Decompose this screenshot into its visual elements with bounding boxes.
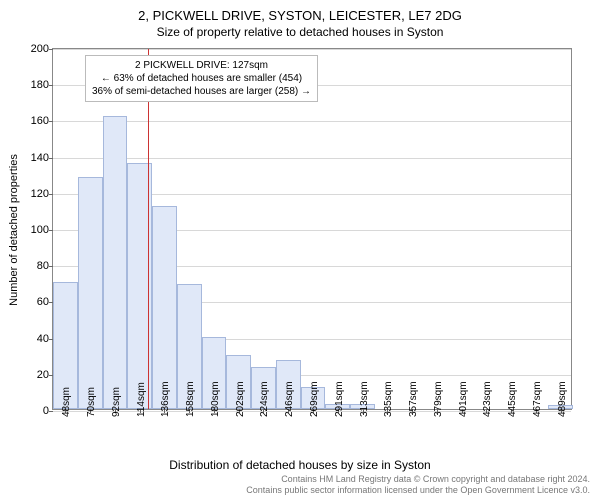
annotation-line3: 36% of semi-detached houses are larger (… (92, 85, 311, 98)
xtick-label: 445sqm (507, 381, 518, 417)
attribution-line2: Contains public sector information licen… (246, 485, 590, 496)
histogram-bar (78, 177, 103, 409)
xtick-label: 423sqm (482, 381, 493, 417)
plot-area: 02040608010012014016018020048sqm70sqm92s… (52, 48, 572, 410)
ytick-label: 40 (21, 333, 49, 345)
xtick-label: 202sqm (235, 381, 246, 417)
gridline (53, 121, 571, 122)
ytick-mark (49, 230, 53, 231)
ytick-mark (49, 158, 53, 159)
xtick-label: 489sqm (557, 381, 568, 417)
xtick-label: 114sqm (136, 382, 147, 417)
ytick-label: 20 (21, 369, 49, 381)
annotation-line1: 2 PICKWELL DRIVE: 127sqm (92, 59, 311, 72)
chart-title-main: 2, PICKWELL DRIVE, SYSTON, LEICESTER, LE… (0, 0, 600, 23)
marker-annotation-box: 2 PICKWELL DRIVE: 127sqm ← 63% of detach… (85, 55, 318, 102)
xtick-label: 467sqm (532, 381, 543, 417)
xtick-label: 379sqm (433, 381, 444, 417)
xtick-label: 136sqm (160, 381, 171, 417)
attribution-line1: Contains HM Land Registry data © Crown c… (246, 474, 590, 485)
ytick-label: 100 (21, 224, 49, 236)
xtick-label: 180sqm (210, 381, 221, 417)
xtick-label: 357sqm (408, 381, 419, 417)
ytick-mark (49, 411, 53, 412)
xtick-label: 48sqm (61, 387, 72, 417)
y-axis-label: Number of detached properties (8, 154, 20, 306)
x-axis-label: Distribution of detached houses by size … (0, 458, 600, 472)
ytick-label: 140 (21, 152, 49, 164)
ytick-mark (49, 194, 53, 195)
chart-container: 2, PICKWELL DRIVE, SYSTON, LEICESTER, LE… (0, 0, 600, 500)
ytick-label: 80 (21, 260, 49, 272)
gridline (53, 158, 571, 159)
xtick-label: 246sqm (284, 381, 295, 417)
attribution-text: Contains HM Land Registry data © Crown c… (246, 474, 590, 496)
marker-line (148, 49, 150, 409)
ytick-label: 200 (21, 43, 49, 55)
annotation-line2: ← 63% of detached houses are smaller (45… (92, 72, 311, 85)
xtick-label: 158sqm (185, 381, 196, 417)
xtick-label: 313sqm (359, 381, 370, 417)
ytick-mark (49, 121, 53, 122)
ytick-label: 60 (21, 296, 49, 308)
histogram-bar (152, 206, 177, 409)
xtick-label: 269sqm (309, 381, 320, 417)
gridline (53, 49, 571, 50)
xtick-label: 70sqm (86, 387, 97, 417)
ytick-mark (49, 85, 53, 86)
xtick-label: 92sqm (111, 387, 122, 417)
ytick-label: 0 (21, 405, 49, 417)
xtick-label: 224sqm (259, 381, 270, 417)
histogram-bar (103, 116, 128, 409)
xtick-label: 291sqm (334, 381, 345, 417)
ytick-mark (49, 49, 53, 50)
ytick-label: 160 (21, 115, 49, 127)
ytick-label: 180 (21, 79, 49, 91)
xtick-label: 401sqm (458, 381, 469, 417)
ytick-mark (49, 266, 53, 267)
chart-title-sub: Size of property relative to detached ho… (0, 25, 600, 39)
xtick-label: 335sqm (383, 381, 394, 417)
ytick-label: 120 (21, 188, 49, 200)
